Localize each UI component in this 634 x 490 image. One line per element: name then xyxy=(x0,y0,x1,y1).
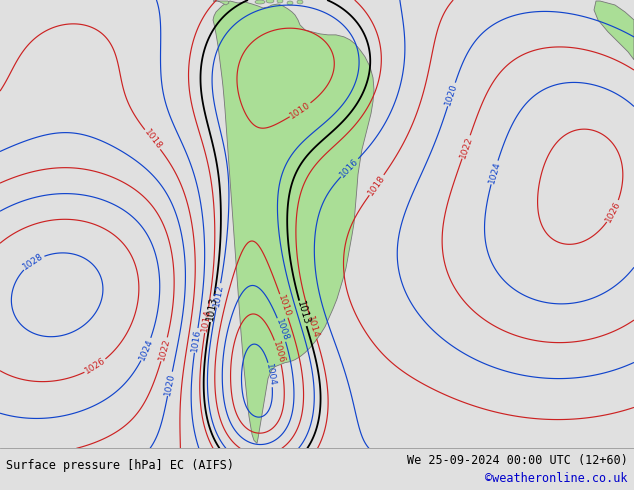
Text: We 25-09-2024 00:00 UTC (12+60): We 25-09-2024 00:00 UTC (12+60) xyxy=(407,454,628,466)
Text: 1010: 1010 xyxy=(276,294,292,318)
Text: 1006: 1006 xyxy=(271,340,286,365)
Text: 1024: 1024 xyxy=(138,337,155,362)
Text: 1024: 1024 xyxy=(487,160,502,185)
Ellipse shape xyxy=(266,0,274,3)
Text: 1018: 1018 xyxy=(366,173,387,197)
Text: 1004: 1004 xyxy=(264,363,277,387)
Text: 1028: 1028 xyxy=(22,252,46,272)
Ellipse shape xyxy=(255,0,265,4)
Text: 1026: 1026 xyxy=(83,356,107,376)
Polygon shape xyxy=(213,1,229,5)
Text: 1014: 1014 xyxy=(306,315,321,339)
Text: 1013: 1013 xyxy=(205,296,219,322)
Polygon shape xyxy=(594,1,634,60)
Text: 1012: 1012 xyxy=(212,283,225,307)
Text: 1020: 1020 xyxy=(164,372,176,396)
Text: 1013: 1013 xyxy=(295,300,311,326)
Text: ©weatheronline.co.uk: ©weatheronline.co.uk xyxy=(485,472,628,485)
Ellipse shape xyxy=(287,1,293,5)
Text: Surface pressure [hPa] EC (AIFS): Surface pressure [hPa] EC (AIFS) xyxy=(6,459,235,471)
Text: 1014: 1014 xyxy=(200,309,213,333)
Ellipse shape xyxy=(297,0,303,4)
Text: 1018: 1018 xyxy=(142,128,163,151)
Text: 1008: 1008 xyxy=(274,318,290,342)
Ellipse shape xyxy=(277,0,283,3)
Text: 1026: 1026 xyxy=(604,199,623,223)
Text: 1016: 1016 xyxy=(339,156,361,179)
Polygon shape xyxy=(213,1,374,443)
Text: 1016: 1016 xyxy=(190,328,202,352)
Text: 1022: 1022 xyxy=(157,337,172,362)
Text: 1022: 1022 xyxy=(458,135,474,159)
Text: 1020: 1020 xyxy=(444,82,459,107)
Text: 1010: 1010 xyxy=(288,100,313,120)
